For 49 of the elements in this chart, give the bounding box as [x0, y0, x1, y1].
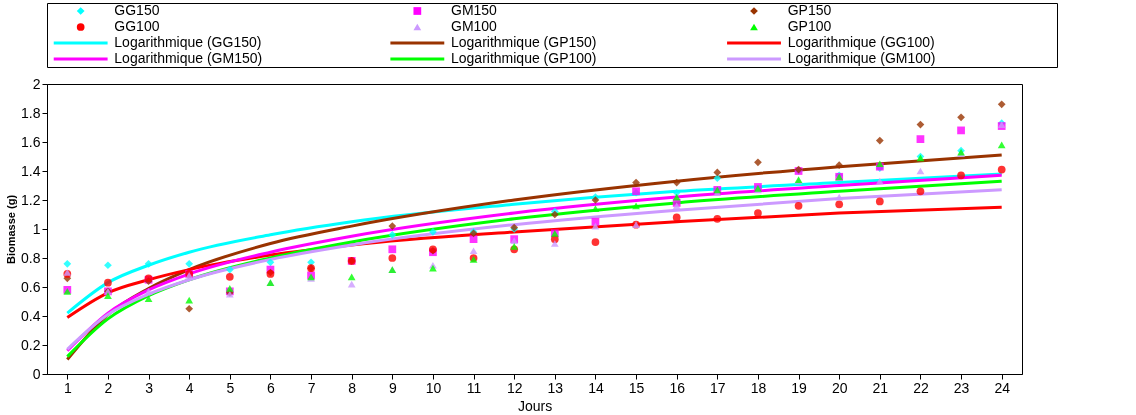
y-tick-label: 0.8 [21, 249, 41, 266]
y-tick-label: 1.4 [21, 162, 41, 179]
x-tick-label: 2 [104, 379, 113, 396]
y-tick-label: 1.2 [21, 191, 41, 208]
x-tick-label: 22 [913, 379, 929, 396]
y-tick-label: 0.2 [21, 336, 41, 353]
x-tick-label: 3 [145, 379, 154, 396]
x-tick-label: 24 [994, 379, 1011, 396]
legend-label: Logarithmique (GM150) [114, 50, 263, 66]
y-tick-label: 1.6 [21, 133, 41, 150]
legend-label: GM150 [451, 2, 498, 18]
x-tick-label: 20 [831, 379, 848, 396]
y-tick-label: 1.8 [21, 104, 41, 121]
x-tick-label: 18 [750, 379, 767, 396]
legend-label: GP100 [787, 18, 832, 34]
y-axis-title: Biomasse (g) [5, 194, 18, 265]
x-tick-label: 17 [710, 379, 726, 396]
y-tick-label: 0.4 [21, 307, 41, 324]
legend-label: Logarithmique (GM100) [787, 50, 936, 66]
legend-label: GG100 [114, 18, 160, 34]
y-tick-label: 2 [32, 75, 41, 92]
legend-label: GP150 [787, 2, 832, 18]
x-tick-label: 23 [953, 379, 970, 396]
legend-label: GG150 [114, 2, 160, 18]
legend-label: GM100 [451, 18, 498, 34]
y-tick-label: 0 [32, 365, 41, 382]
x-tick-label: 1 [63, 379, 72, 396]
x-tick-label: 16 [669, 379, 686, 396]
x-tick-label: 19 [791, 379, 808, 396]
x-tick-label: 8 [348, 379, 357, 396]
x-tick-label: 11 [466, 379, 482, 396]
legend-label: Logarithmique (GG100) [787, 34, 935, 50]
y-tick-label: 1 [32, 220, 41, 237]
x-tick-label: 5 [226, 379, 235, 396]
x-tick-label: 12 [506, 379, 523, 396]
x-tick-label: 4 [185, 379, 194, 396]
legend-label: Logarithmique (GP150) [451, 34, 597, 50]
x-tick-label: 10 [425, 379, 442, 396]
legend-label: Logarithmique (GG150) [114, 34, 262, 50]
x-axis-title: Jours [517, 397, 553, 414]
x-tick-label: 6 [267, 379, 276, 396]
x-tick-label: 21 [872, 379, 889, 396]
legend-label: Logarithmique (GP100) [451, 50, 597, 66]
y-tick-label: 0.6 [21, 278, 41, 295]
x-tick-label: 7 [307, 379, 316, 396]
x-tick-label: 13 [547, 379, 564, 396]
x-tick-label: 9 [388, 379, 397, 396]
x-tick-label: 15 [628, 379, 645, 396]
x-tick-label: 14 [588, 379, 604, 396]
